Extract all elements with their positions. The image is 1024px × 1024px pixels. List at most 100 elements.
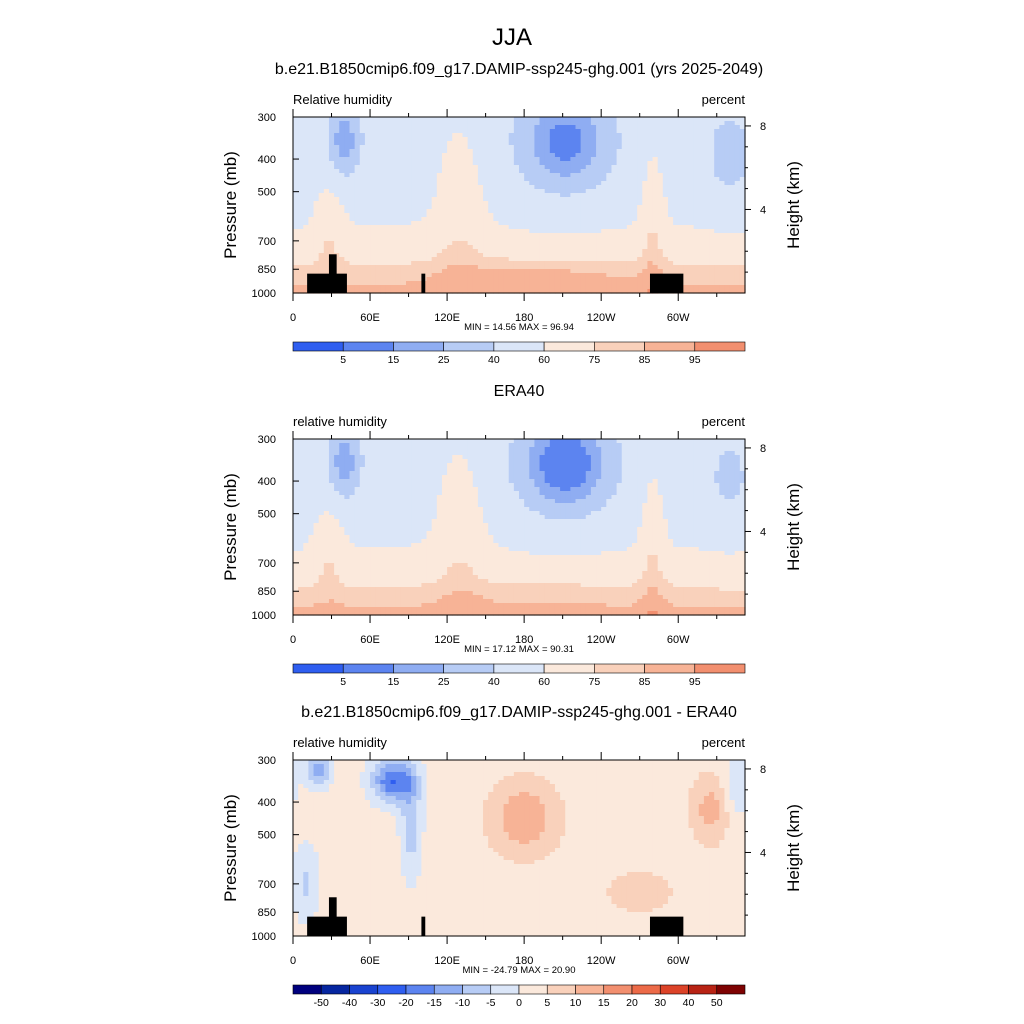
field-cell <box>380 141 387 146</box>
field-cell <box>406 471 412 476</box>
field-cell <box>575 273 582 278</box>
field-cell <box>513 265 520 270</box>
field-cell <box>370 467 376 472</box>
field-cell <box>411 189 417 194</box>
field-cell <box>678 145 684 150</box>
field-cell <box>739 237 746 242</box>
field-cell <box>472 185 479 190</box>
field-cell <box>647 249 654 254</box>
field-cell <box>375 269 381 274</box>
field-cell <box>626 467 633 472</box>
field-cell <box>575 145 582 150</box>
field-cell <box>452 201 458 206</box>
field-cell <box>395 451 402 456</box>
field-cell <box>529 289 536 294</box>
field-cell <box>534 289 541 294</box>
field-cell <box>673 137 679 142</box>
field-cell <box>477 169 484 174</box>
field-cell <box>719 273 726 278</box>
field-cell <box>411 261 417 266</box>
field-cell <box>436 261 443 266</box>
field-cell <box>575 443 582 448</box>
field-cell <box>344 153 351 158</box>
field-cell <box>467 245 474 250</box>
field-cell <box>647 181 654 186</box>
field-cell <box>611 141 618 146</box>
field-cell <box>334 249 340 254</box>
field-cell <box>385 201 392 206</box>
field-cell <box>652 467 659 472</box>
field-cell <box>544 237 551 242</box>
field-cell <box>662 467 669 472</box>
field-cell <box>477 265 484 270</box>
field-cell <box>724 451 731 456</box>
field-cell <box>524 141 530 146</box>
field-cell <box>698 133 705 138</box>
field-cell <box>308 149 315 154</box>
field-cell <box>339 479 345 484</box>
field-cell <box>519 145 525 150</box>
field-cell <box>293 165 299 170</box>
field-cell <box>467 277 474 282</box>
field-cell <box>683 181 690 186</box>
field-cell <box>513 273 520 278</box>
field-cell <box>395 245 402 250</box>
field-cell <box>734 197 741 202</box>
field-cell <box>452 479 458 484</box>
field-cell <box>544 467 551 472</box>
field-cell <box>375 205 381 210</box>
field-cell <box>529 193 536 198</box>
field-cell <box>678 471 684 476</box>
field-cell <box>519 479 525 484</box>
field-cell <box>539 161 546 166</box>
field-cell <box>693 265 700 270</box>
field-cell <box>513 197 520 202</box>
field-cell <box>426 447 433 452</box>
field-cell <box>539 241 546 246</box>
field-cell <box>359 177 366 182</box>
field-cell <box>560 121 566 126</box>
field-cell <box>483 149 489 154</box>
field-cell <box>688 185 695 190</box>
field-cell <box>534 261 541 266</box>
field-cell <box>734 265 741 270</box>
field-cell <box>498 169 505 174</box>
field-cell <box>313 233 320 238</box>
field-cell <box>334 269 340 274</box>
field-cell <box>375 265 381 270</box>
field-cell <box>590 277 597 282</box>
field-cell <box>647 237 654 242</box>
field-cell <box>349 205 356 210</box>
field-cell <box>406 451 412 456</box>
field-cell <box>421 269 428 274</box>
field-cell <box>678 181 684 186</box>
field-cell <box>447 193 453 198</box>
field-cell <box>334 475 340 480</box>
field-cell <box>447 483 453 488</box>
field-cell <box>503 177 510 182</box>
field-cell <box>308 173 315 178</box>
field-cell <box>560 205 566 210</box>
field-cell <box>570 217 577 222</box>
field-cell <box>570 165 577 170</box>
field-cell <box>416 217 423 222</box>
field-cell <box>739 181 746 186</box>
field-cell <box>560 269 566 274</box>
field-cell <box>303 249 310 254</box>
field-cell <box>339 245 345 250</box>
field-cell <box>364 229 371 234</box>
field-cell <box>601 269 607 274</box>
field-cell <box>447 261 453 266</box>
field-cell <box>678 439 684 444</box>
field-cell <box>611 475 618 480</box>
field-cell <box>334 221 340 226</box>
field-cell <box>683 467 690 472</box>
field-cell <box>534 253 541 258</box>
field-cell <box>447 281 453 286</box>
field-cell <box>385 281 392 286</box>
field-cell <box>436 165 443 170</box>
field-cell <box>734 237 741 242</box>
field-cell <box>308 181 315 186</box>
field-cell <box>688 261 695 266</box>
